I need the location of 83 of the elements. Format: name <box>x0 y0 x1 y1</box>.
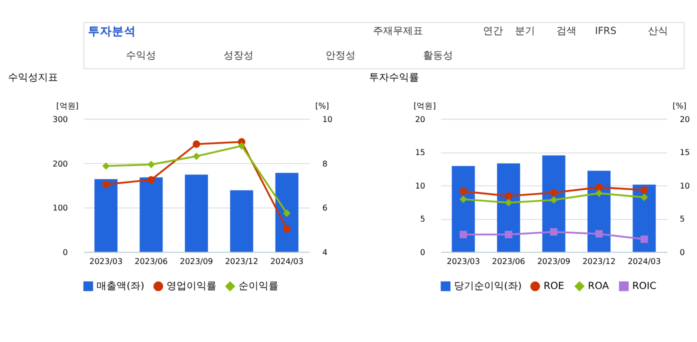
point <box>102 180 110 188</box>
point <box>550 188 558 196</box>
y2-tick-label: 5 <box>680 214 685 224</box>
y-tick-label: 10 <box>415 181 426 190</box>
y2-axis-title: [%] <box>672 102 686 111</box>
point <box>102 162 110 170</box>
point <box>238 142 246 150</box>
legend-label: 순이익률 <box>238 280 279 292</box>
text: IFRS <box>594 26 616 38</box>
x-tick-label: 2023/06 <box>492 256 526 266</box>
y2-tick-label: 10 <box>680 181 690 190</box>
y2-tick-label: 10 <box>322 114 332 124</box>
point <box>640 194 648 201</box>
x-tick-label: 2023/09 <box>180 256 213 266</box>
point <box>640 235 648 243</box>
x-tick-label: 2023/06 <box>134 256 168 266</box>
y2-tick-label: 8 <box>322 159 328 168</box>
bar <box>275 172 298 252</box>
point <box>504 230 512 238</box>
x-tick-label: 2023/09 <box>537 256 570 266</box>
point <box>595 230 603 238</box>
text: 산식 <box>648 26 668 38</box>
bar <box>230 190 254 252</box>
point <box>640 186 648 194</box>
text: 안정성 <box>326 50 356 62</box>
y2-tick-label: 0 <box>680 248 685 257</box>
text: 검색 <box>556 26 577 38</box>
y-tick-label: 300 <box>52 114 68 124</box>
point <box>550 228 558 236</box>
x-tick-label: 2024/03 <box>270 256 304 266</box>
point <box>192 140 200 148</box>
x-tick-label: 2023/03 <box>446 256 480 266</box>
bar <box>184 174 208 252</box>
y-tick-label: 20 <box>415 114 426 124</box>
point <box>192 152 200 160</box>
x-tick-label: 2024/03 <box>628 256 661 266</box>
y-tick-label: 200 <box>52 159 68 168</box>
y-tick-label: 0 <box>420 248 426 257</box>
legend-label: ROIC <box>632 280 657 292</box>
y2-tick-label: 4 <box>322 248 328 257</box>
text: 주재무제표 <box>373 26 424 38</box>
legend-label: ROA <box>588 280 610 292</box>
text: 분기 <box>514 26 535 38</box>
y2-tick-label: 15 <box>680 148 690 158</box>
x-tick-label: 2023/12 <box>582 256 616 266</box>
legend-label: ROE <box>544 280 564 292</box>
point <box>504 192 512 200</box>
legend-label: 영업이익률 <box>166 280 217 292</box>
y2-tick-label: 6 <box>322 204 328 213</box>
x-tick-label: 2023/03 <box>89 256 123 266</box>
y-tick-label: 15 <box>415 148 426 158</box>
point <box>460 188 468 196</box>
legend-label: 당기순이익(좌) <box>454 280 522 292</box>
bar <box>94 179 118 252</box>
point <box>504 198 512 206</box>
text: 활동성 <box>423 50 454 62</box>
y2-axis-title: [%] <box>315 102 330 111</box>
text: 수익성 <box>126 50 156 62</box>
bar <box>452 166 475 252</box>
text: 성장성 <box>224 50 254 62</box>
text: 투자분석 <box>88 24 136 38</box>
point <box>595 184 603 192</box>
point <box>595 190 603 198</box>
text: 연간 <box>483 26 504 38</box>
y-tick-label: 0 <box>62 248 68 257</box>
y-tick-label: 100 <box>52 204 68 213</box>
point <box>550 196 558 204</box>
legend-label: 매출액(좌) <box>96 280 144 292</box>
bar <box>542 155 566 252</box>
y-axis-title: [억원] <box>56 102 78 111</box>
x-tick-label: 2023/12 <box>225 256 258 266</box>
point <box>283 225 291 233</box>
chart-title: 투자수익률 <box>368 72 419 84</box>
point <box>147 176 155 184</box>
chart-title: 수익성지표 <box>8 72 58 84</box>
y2-tick-label: 20 <box>680 114 690 124</box>
point <box>283 210 291 217</box>
point <box>147 160 155 168</box>
y-tick-label: 5 <box>420 214 426 224</box>
point <box>460 196 468 203</box>
point <box>460 230 468 238</box>
y-axis-title: [억원] <box>414 102 436 111</box>
bar <box>140 177 163 252</box>
